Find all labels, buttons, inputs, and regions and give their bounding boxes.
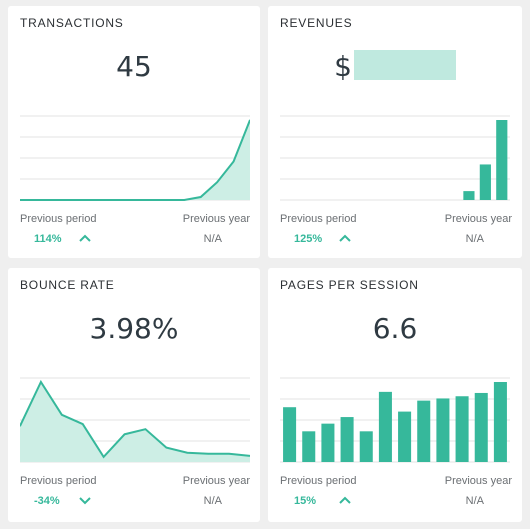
transactions-card[interactable]: TRANSACTIONS 45 Previous period Previous… (8, 6, 260, 258)
bar (398, 411, 412, 462)
previous-period-change: -34% (34, 495, 60, 507)
series-line (20, 379, 250, 459)
chevron-up-icon (79, 234, 91, 242)
data-point (20, 425, 21, 427)
bar (496, 120, 508, 200)
previous-year-label: Previous year (182, 475, 250, 487)
data-point (207, 453, 209, 455)
previous-year-change: N/A (203, 495, 222, 507)
transactions-chart (20, 115, 250, 201)
data-point (68, 199, 70, 201)
data-point (124, 433, 126, 435)
data-point (20, 199, 21, 201)
bar (474, 392, 488, 462)
bounce-rate-card[interactable]: BOUNCE RATE 3.98% Previous period Previo… (8, 268, 260, 522)
revenues-card[interactable]: REVENUES $ Previous period Previous year… (268, 6, 522, 258)
data-point (118, 199, 120, 201)
card-title: TRANSACTIONS (20, 16, 124, 30)
bounce-rate-chart (20, 377, 250, 463)
chevron-up-icon (339, 234, 351, 242)
previous-year-label: Previous year (444, 475, 512, 487)
previous-period-label: Previous period (20, 213, 97, 225)
series-area (20, 120, 250, 200)
data-point (150, 199, 152, 201)
bar (479, 164, 491, 200)
bar (321, 423, 335, 462)
data-point (183, 199, 185, 201)
metric-value: $ (268, 50, 522, 83)
data-point (216, 181, 218, 183)
previous-year-change: N/A (203, 233, 222, 245)
card-title: BOUNCE RATE (20, 278, 115, 292)
data-point (134, 199, 136, 201)
data-point (52, 199, 54, 201)
data-point (101, 199, 103, 201)
data-point (249, 119, 250, 121)
previous-year-label: Previous year (444, 213, 512, 225)
bar (378, 391, 392, 462)
chevron-down-icon (79, 497, 91, 505)
bar (359, 431, 373, 462)
metric-value: 6.6 (372, 312, 418, 345)
bar (283, 407, 297, 462)
data-point (167, 199, 169, 201)
data-point (186, 452, 188, 454)
bar (436, 398, 450, 462)
previous-year-label: Previous year (182, 213, 250, 225)
pages-per-session-card[interactable]: PAGES PER SESSION 6.6 Previous period Pr… (268, 268, 522, 522)
data-point (200, 196, 202, 198)
data-point (82, 423, 84, 425)
previous-year-change: N/A (465, 233, 484, 245)
data-point (85, 199, 87, 201)
revenues-chart (280, 115, 510, 201)
data-point (165, 447, 167, 449)
metric-value: 45 (116, 50, 152, 83)
data-point (228, 453, 230, 455)
previous-period-change: 15% (294, 495, 317, 507)
bar (493, 382, 507, 462)
previous-period-change: 125% (294, 233, 323, 245)
bar (340, 417, 354, 462)
previous-year-change: N/A (465, 495, 484, 507)
bar (302, 431, 316, 462)
redacted-value (353, 50, 456, 80)
currency-symbol: $ (334, 50, 352, 83)
bar (455, 396, 469, 462)
data-point (144, 428, 146, 430)
data-point (103, 456, 105, 458)
card-title: PAGES PER SESSION (280, 278, 419, 292)
previous-period-label: Previous period (20, 475, 97, 487)
data-point (35, 199, 37, 201)
metric-value: 3.98% (89, 312, 179, 345)
previous-period-change: 114% (34, 233, 62, 245)
data-point (40, 381, 42, 383)
chevron-up-icon (339, 496, 351, 504)
data-point (249, 455, 250, 457)
data-point (61, 414, 63, 416)
previous-period-label: Previous period (280, 475, 357, 487)
previous-period-label: Previous period (280, 213, 357, 225)
series-area (20, 382, 250, 462)
card-title: REVENUES (280, 16, 353, 30)
bar (417, 400, 431, 462)
pages-per-session-chart (280, 377, 510, 463)
data-point (233, 160, 235, 162)
bar (463, 191, 475, 200)
